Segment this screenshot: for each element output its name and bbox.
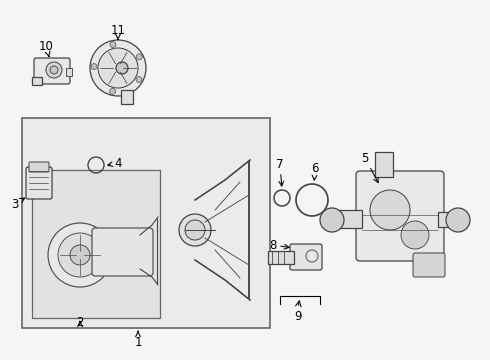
Circle shape bbox=[136, 77, 142, 82]
Text: 11: 11 bbox=[111, 23, 125, 39]
Bar bbox=[32, 77, 42, 85]
FancyBboxPatch shape bbox=[290, 244, 322, 270]
Bar bbox=[66, 68, 72, 76]
Circle shape bbox=[401, 221, 429, 249]
Text: 6: 6 bbox=[311, 162, 319, 180]
Text: 4: 4 bbox=[108, 157, 122, 170]
FancyBboxPatch shape bbox=[34, 58, 70, 84]
Text: 8: 8 bbox=[270, 239, 289, 252]
Bar bbox=[268, 251, 294, 264]
Circle shape bbox=[136, 54, 142, 60]
Text: 3: 3 bbox=[11, 198, 24, 211]
Bar bbox=[438, 212, 460, 227]
Circle shape bbox=[446, 208, 470, 232]
Text: 9: 9 bbox=[294, 310, 302, 323]
Text: 5: 5 bbox=[361, 152, 378, 183]
Bar bbox=[332, 210, 362, 228]
Text: 10: 10 bbox=[39, 40, 53, 57]
Circle shape bbox=[185, 220, 205, 240]
Bar bbox=[121, 90, 133, 104]
Text: 7: 7 bbox=[276, 158, 284, 186]
Circle shape bbox=[320, 208, 344, 232]
Circle shape bbox=[179, 214, 211, 246]
Circle shape bbox=[91, 64, 97, 69]
FancyBboxPatch shape bbox=[413, 253, 445, 277]
FancyBboxPatch shape bbox=[356, 171, 444, 261]
Bar bbox=[375, 152, 393, 177]
Text: 1: 1 bbox=[134, 331, 142, 348]
Text: 2: 2 bbox=[76, 316, 84, 329]
FancyBboxPatch shape bbox=[26, 167, 52, 199]
Circle shape bbox=[50, 66, 58, 74]
Circle shape bbox=[48, 223, 112, 287]
Circle shape bbox=[116, 62, 128, 74]
Circle shape bbox=[98, 48, 138, 88]
Circle shape bbox=[110, 88, 116, 94]
Circle shape bbox=[90, 40, 146, 96]
Bar bbox=[32, 170, 160, 318]
Circle shape bbox=[58, 233, 102, 277]
Circle shape bbox=[110, 41, 116, 48]
FancyBboxPatch shape bbox=[29, 162, 49, 172]
Circle shape bbox=[70, 245, 90, 265]
Circle shape bbox=[46, 62, 62, 78]
Circle shape bbox=[370, 190, 410, 230]
Bar bbox=[22, 118, 270, 328]
FancyBboxPatch shape bbox=[92, 228, 153, 276]
